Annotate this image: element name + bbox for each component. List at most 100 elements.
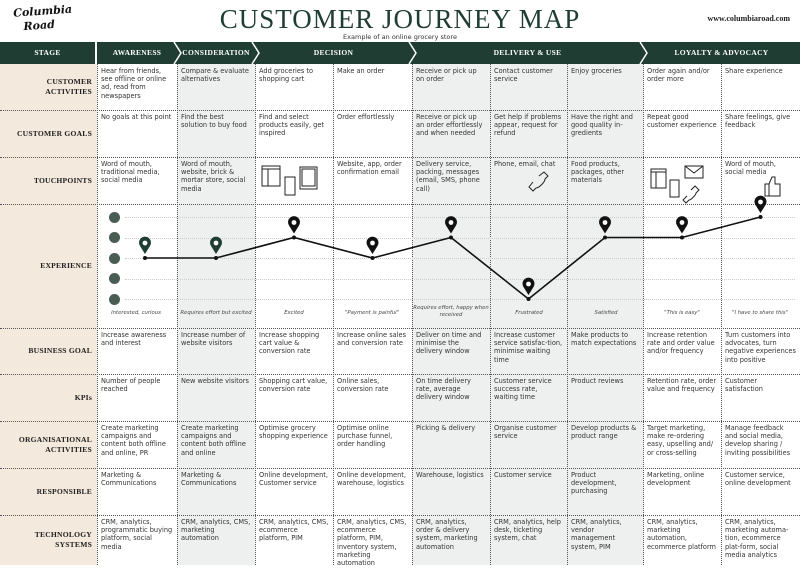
table-cell: Find the best solution to buy food [181, 113, 247, 130]
table-cell: Marketing & Communications [181, 471, 237, 488]
row-divider [0, 328, 800, 329]
table-cell: Deliver on time and minimise the deliver… [416, 331, 482, 356]
table-cell: Make products to match expectations [571, 331, 637, 348]
table-cell: CRM, analytics, CMS, ecommerce platform,… [337, 518, 407, 568]
experience-note: Frustrated [515, 310, 543, 316]
experience-point-3 [366, 236, 379, 260]
table-cell: Organise customer service [494, 424, 557, 441]
row-divider [0, 374, 800, 375]
table-cell: Increase online sales and conversion rat… [337, 331, 407, 348]
page-title: CUSTOMER JOURNEY MAP [219, 4, 581, 34]
chevron-divider-icon [251, 41, 260, 65]
table-cell: Product reviews [571, 377, 624, 385]
table-cell: Word of mouth, website, brick & mortar s… [181, 160, 246, 193]
table-cell: Customer service [494, 471, 552, 479]
table-cell: Compare & evaluate alternatives [181, 67, 249, 84]
table-cell: Customer service, online development [725, 471, 791, 488]
table-cell: Marketing & Communications [101, 471, 157, 488]
column-divider [643, 64, 644, 565]
stage-4: DELIVERY & USE [493, 48, 562, 57]
table-cell: Share feelings, give feedback [725, 113, 791, 130]
table-cell: CRM, analytics, help desk, ticketing sys… [494, 518, 561, 543]
table-cell: Receive or pick up an order effortlessly… [416, 113, 483, 138]
row-label: CUSTOMER GOALS [16, 128, 92, 138]
row-label: TECHNOLOGY SYSTEMS [34, 530, 92, 549]
table-cell: Increase customer service satisfac-tion,… [494, 331, 563, 364]
experience-note: "I have to share this" [732, 310, 788, 316]
table-cell: CRM, analytics, marketing automation, ec… [647, 518, 716, 551]
table-cell: CRM, analytics, CMS, ecommerce platform,… [259, 518, 329, 543]
stage-bar: STAGE AWARENESS CONSIDERATION DECISION DELIV… [0, 41, 800, 65]
table-cell: Have the right and good quality in-gredi… [571, 113, 633, 138]
table-cell: Order effortlessly [337, 113, 395, 121]
table-cell: Website, app, order confirmation email [337, 160, 402, 177]
table-cell: Product development, purchasing [571, 471, 617, 496]
row-divider [0, 421, 800, 422]
experience-gridline [125, 278, 795, 280]
website-url: www.columbiaroad.com [707, 14, 790, 23]
table-cell: Retention rate, order value and frequenc… [647, 377, 717, 394]
table-cell: Food products, packages, other materials [571, 160, 625, 185]
devices-mail-phone-icon [650, 165, 704, 204]
table-cell: Order again and/or order more [647, 67, 710, 84]
column-divider [333, 64, 334, 565]
sad-face-icon [109, 293, 120, 305]
table-cell: Manage feedback and social media, develo… [725, 424, 791, 457]
table-cell: Enjoy groceries [571, 67, 622, 75]
table-cell: Picking & delivery [416, 424, 476, 432]
table-cell: Customer satisfaction [725, 377, 763, 394]
row-divider [0, 204, 800, 205]
row-label: EXPERIENCE [40, 261, 92, 270]
table-cell: Find and select products easily, get ins… [259, 113, 325, 138]
stage-divider [95, 42, 97, 64]
column-divider [412, 64, 413, 565]
experience-point-1 [209, 236, 222, 260]
phone-icon [528, 171, 549, 192]
column-divider [97, 64, 98, 565]
row-divider [0, 468, 800, 469]
table-cell: Shopping cart value, conversion rate [259, 377, 328, 394]
unhappy-face-icon [109, 273, 120, 284]
neutral-face-icon [109, 252, 120, 264]
experience-point-7 [676, 216, 688, 240]
column-divider [490, 64, 491, 565]
column-divider [255, 64, 256, 565]
table-cell: Phone, email, chat [494, 160, 556, 168]
row-label: CUSTOMER ACTIVITIES [45, 77, 92, 96]
table-cell: Create marketing campaigns and content b… [101, 424, 166, 457]
table-cell: Increase retention rate and order value … [647, 331, 715, 356]
table-cell: Create marketing campaigns and content b… [181, 424, 246, 457]
devices-icon [261, 165, 318, 196]
chevron-divider-icon [639, 41, 648, 65]
table-cell: Add groceries to shopping cart [259, 67, 314, 84]
experience-point-0 [139, 236, 151, 260]
table-cell: Contact customer service [494, 67, 553, 84]
table-cell: Increase shopping cart value & conversio… [259, 331, 320, 356]
journey-grid: CUSTOMER ACTIVITIES Hear from friends, se… [0, 64, 800, 567]
experience-note: "Payment is painful" [344, 310, 400, 316]
table-cell: Make an order [337, 67, 385, 75]
experience-note: Requires effort, happy when received [413, 305, 489, 318]
row-divider [0, 515, 800, 516]
table-cell: Increase number of website visitors [181, 331, 246, 348]
row-label: BUSINESS GOAL [28, 346, 92, 355]
table-cell: CRM, analytics, programmatic buying plat… [101, 518, 173, 551]
table-cell: Share experience [725, 67, 783, 75]
table-cell: No goals at this point [101, 113, 172, 121]
experience-line-chart [139, 195, 767, 301]
experience-gridline [125, 237, 795, 239]
column-divider [721, 64, 722, 565]
experience-note: Interested, curious [111, 310, 161, 316]
table-cell: Online development, Customer service [259, 471, 328, 488]
experience-point-4 [445, 216, 457, 240]
table-cell: CRM, analytics, CMS, marketing automatio… [181, 518, 251, 543]
table-cell: Target marketing, make re-ordering easy,… [647, 424, 714, 457]
table-cell: Increase awareness and interest [101, 331, 167, 348]
table-cell: Optimise grocery shopping experience [259, 424, 328, 441]
table-cell: Warehouse, logistics [416, 471, 484, 479]
table-cell: Customer service success rate, waiting t… [494, 377, 552, 402]
table-cell: Get help if problems appear, request for… [494, 113, 562, 138]
thumbs-up-icon [764, 176, 781, 197]
chevron-divider-icon [408, 41, 417, 65]
stage-5: LOYALTY & ADVOCACY [674, 48, 769, 57]
